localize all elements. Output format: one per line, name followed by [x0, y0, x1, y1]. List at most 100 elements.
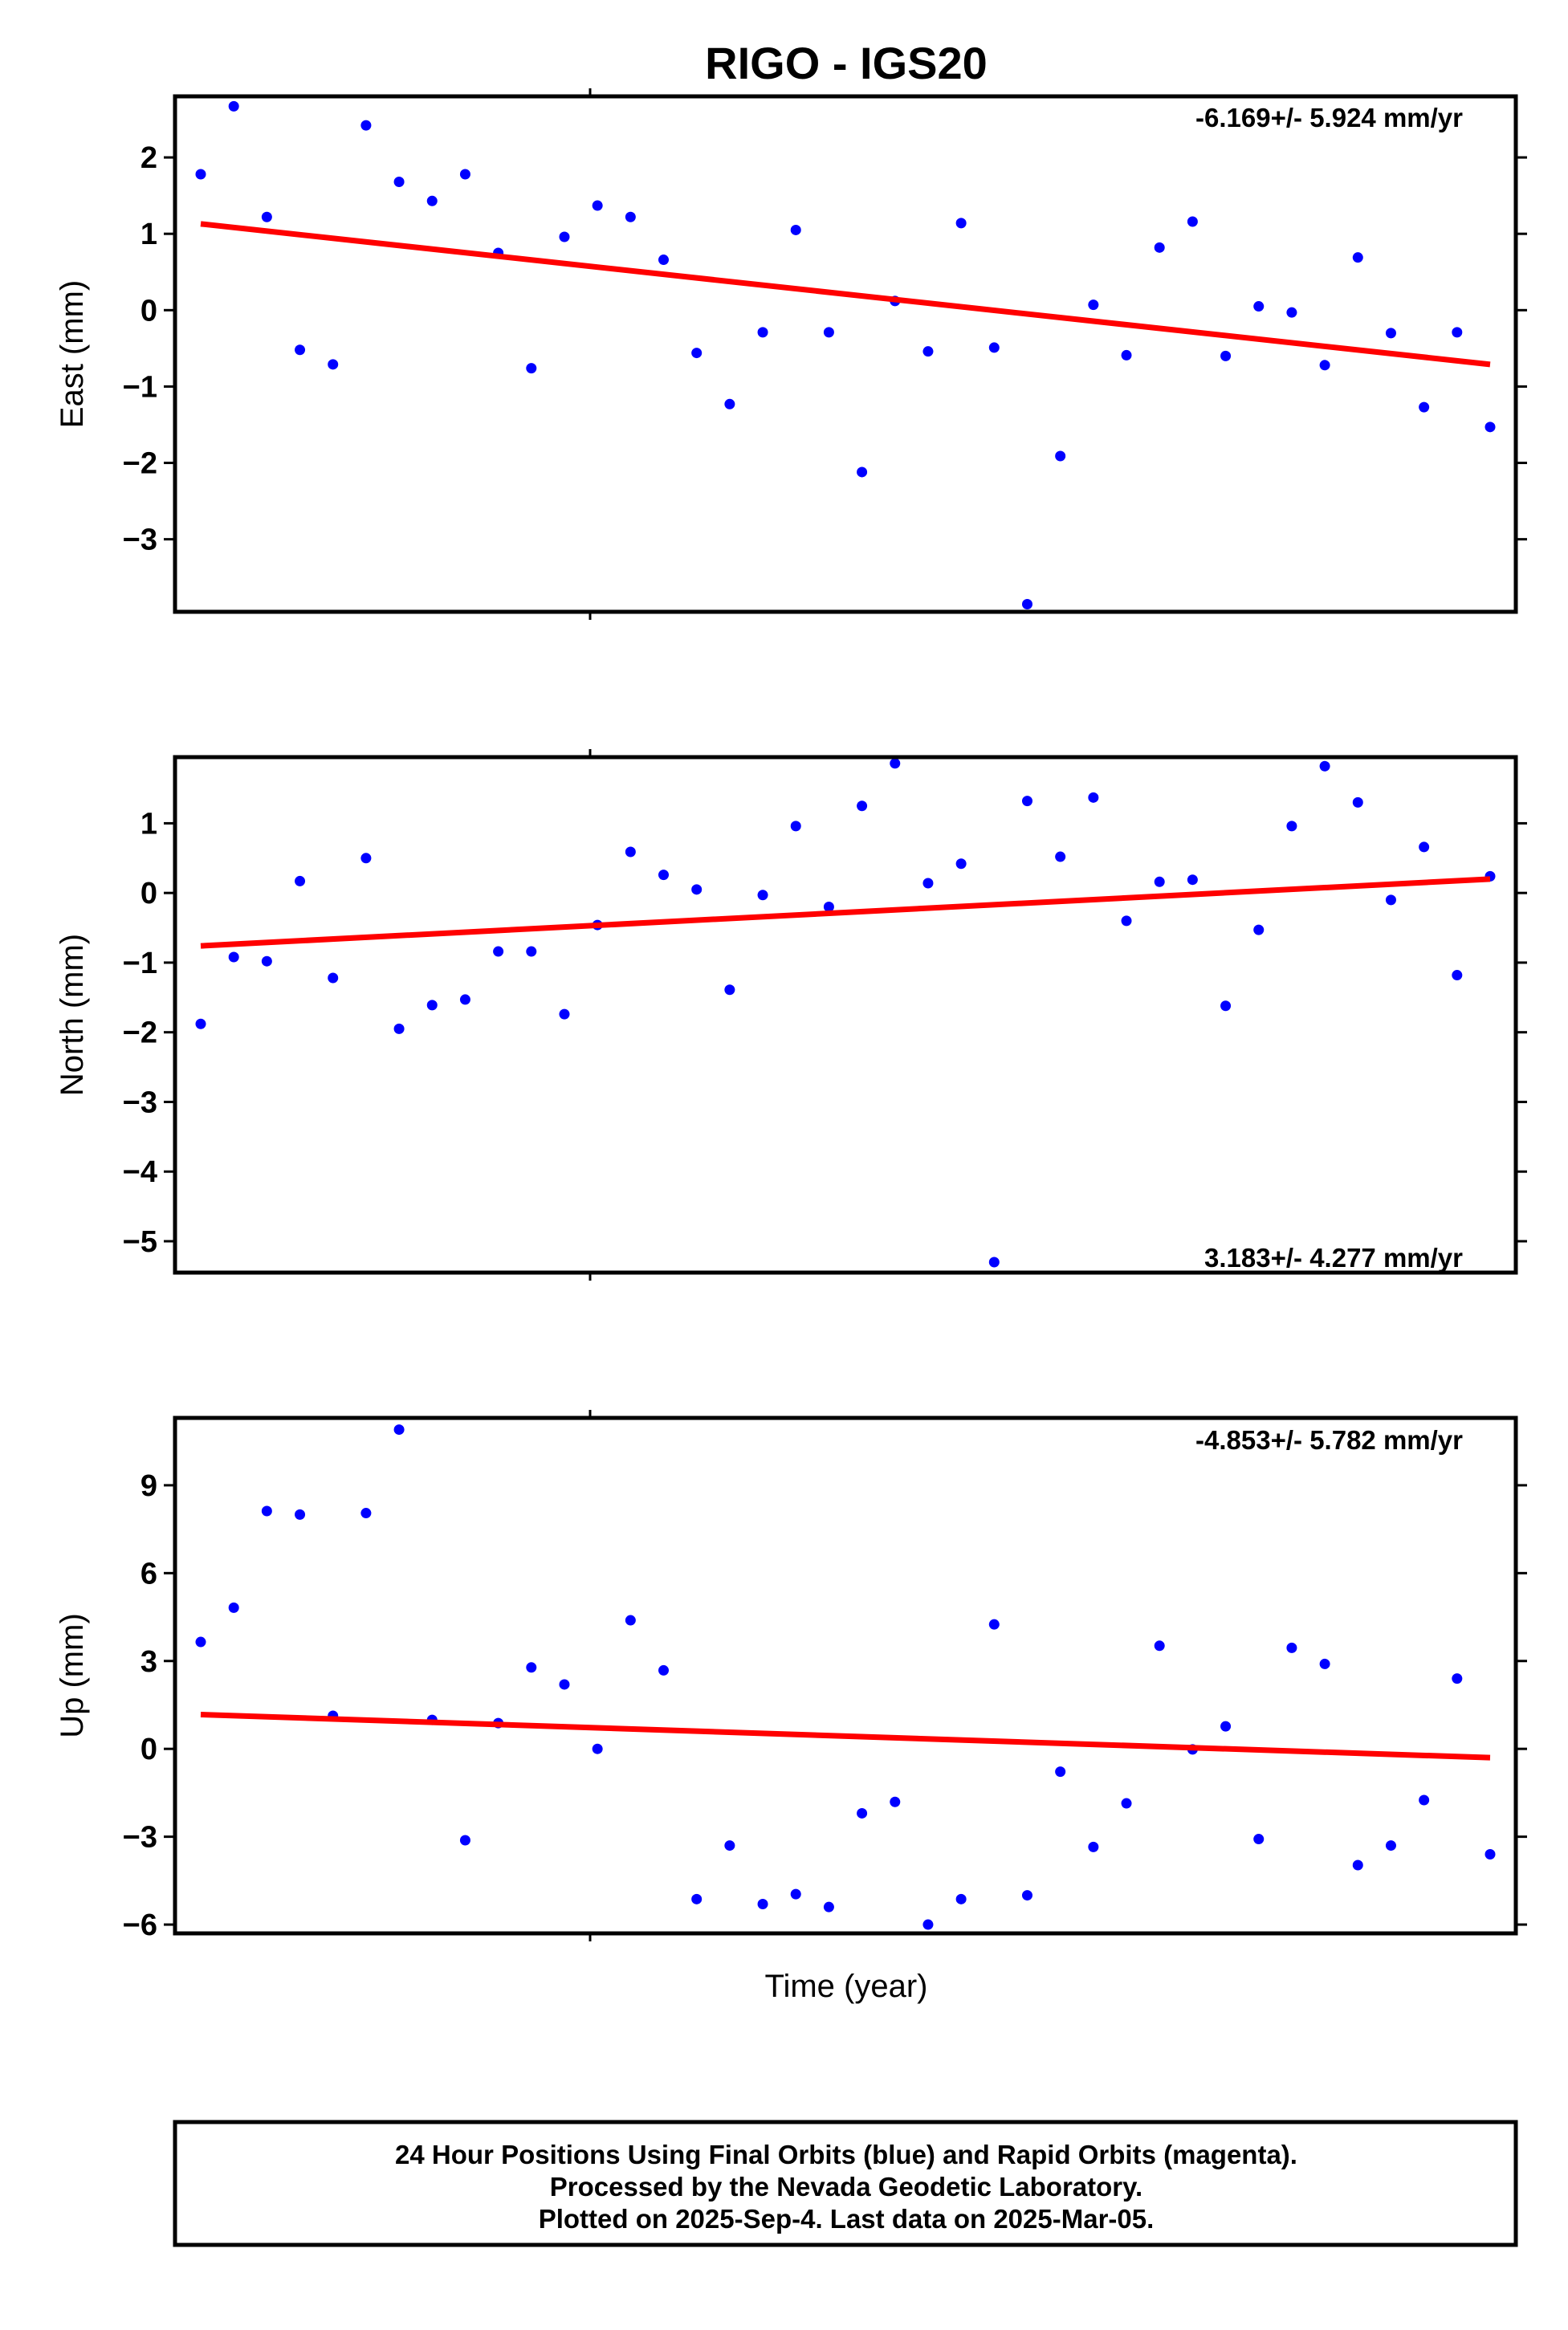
- north-data-point: [459, 994, 470, 1005]
- up-data-point: [526, 1662, 537, 1673]
- east-data-point: [328, 359, 339, 370]
- north-y-tick-label: −4: [123, 1155, 157, 1189]
- east-data-point: [724, 398, 735, 409]
- east-data-point: [1452, 327, 1463, 338]
- north-data-point: [823, 902, 834, 913]
- east-axis-label: East (mm): [55, 280, 90, 428]
- north-data-point: [1055, 851, 1066, 862]
- north-data-point: [328, 972, 339, 984]
- up-data-point: [1220, 1721, 1232, 1732]
- east-data-point: [1485, 422, 1496, 433]
- east-data-point: [1385, 328, 1396, 339]
- north-y-tick-label: 1: [141, 807, 157, 841]
- north-data-point: [1352, 796, 1363, 808]
- north-data-point: [724, 984, 735, 996]
- north-data-point: [691, 884, 703, 895]
- up-data-point: [857, 1807, 868, 1819]
- up-data-point: [1385, 1840, 1396, 1851]
- up-data-point: [658, 1664, 670, 1676]
- east-y-ticks: 2 1 0 −1 −2 −3: [123, 88, 1527, 620]
- east-trend-line: [200, 221, 1491, 368]
- north-data-point: [1286, 821, 1297, 832]
- north-data-points: [195, 758, 1496, 1268]
- up-data-point: [890, 1796, 901, 1807]
- x-axis-label: Time (year): [765, 1969, 928, 2004]
- east-data-point: [1088, 299, 1099, 311]
- east-data-point: [658, 255, 670, 266]
- up-y-tick-label: −3: [123, 1821, 157, 1855]
- north-data-point: [922, 878, 934, 889]
- north-data-point: [1154, 876, 1165, 887]
- north-data-point: [228, 951, 239, 963]
- footer-box: 24 Hour Positions Using Final Orbits (bl…: [173, 2120, 1518, 2247]
- north-data-point: [625, 846, 636, 857]
- east-data-point: [1220, 350, 1232, 361]
- north-rate-label: 3.183+/- 4.277 mm/yr: [1204, 1243, 1463, 1273]
- north-data-point: [1121, 915, 1132, 927]
- north-data-point: [261, 955, 272, 967]
- east-y-tick-label: −2: [123, 447, 157, 481]
- east-y-tick-label: 1: [141, 218, 157, 251]
- up-data-point: [1253, 1834, 1265, 1845]
- north-data-point: [295, 875, 306, 886]
- east-plot-frame: [173, 94, 1518, 614]
- up-data-point: [1485, 1849, 1496, 1860]
- north-data-point: [1021, 796, 1032, 807]
- north-data-point: [955, 858, 967, 870]
- east-y-tick-label: 2: [141, 141, 157, 175]
- north-data-point: [1220, 1000, 1232, 1012]
- north-data-point: [857, 800, 868, 812]
- east-data-point: [857, 466, 868, 478]
- east-data-point: [988, 342, 1000, 353]
- east-data-point: [393, 177, 405, 188]
- up-data-points: [195, 1424, 1496, 1930]
- up-data-point: [295, 1509, 306, 1520]
- east-data-point: [1286, 307, 1297, 318]
- up-axis-label: Up (mm): [55, 1613, 90, 1738]
- up-y-tick-label: 6: [141, 1557, 157, 1591]
- north-data-point: [1187, 874, 1198, 886]
- up-data-point: [1352, 1860, 1363, 1871]
- up-data-point: [261, 1505, 272, 1517]
- north-data-point: [1419, 841, 1430, 853]
- up-y-ticks: 9 6 3 0 −3 −6: [123, 1410, 1527, 1942]
- up-panel: 9 6 3 0 −3 −6 Up (mm) -4.853+/- 5.782 mm/yr: [55, 1410, 1527, 1942]
- east-y-tick-label: −1: [123, 370, 157, 404]
- north-trend-line: [200, 876, 1491, 949]
- east-data-point: [261, 211, 272, 222]
- east-data-point: [922, 346, 934, 357]
- east-data-point: [1021, 598, 1032, 609]
- up-rate-label: -4.853+/- 5.782 mm/yr: [1195, 1425, 1463, 1455]
- east-data-point: [426, 195, 438, 206]
- east-rate-label: -6.169+/- 5.924 mm/yr: [1195, 103, 1463, 132]
- north-data-point: [195, 1018, 206, 1029]
- north-data-point: [493, 946, 504, 957]
- north-data-point: [393, 1023, 405, 1034]
- east-data-point: [625, 211, 636, 222]
- up-data-point: [195, 1636, 206, 1648]
- north-data-point: [1452, 970, 1463, 981]
- north-data-point: [658, 870, 670, 881]
- up-data-point: [922, 1919, 934, 1930]
- up-data-point: [228, 1602, 239, 1613]
- figure-title: RIGO - IGS20: [705, 38, 988, 88]
- east-data-point: [459, 169, 470, 180]
- up-data-point: [1121, 1798, 1132, 1809]
- east-data-point: [295, 344, 306, 356]
- up-y-tick-label: 9: [141, 1469, 157, 1503]
- east-data-point: [691, 348, 703, 359]
- north-y-ticks: 1 0 −1 −2 −3 −4 −5: [123, 749, 1527, 1281]
- up-data-point: [1021, 1890, 1032, 1901]
- footer-frame: [173, 2120, 1518, 2247]
- up-data-point: [459, 1835, 470, 1846]
- north-axis-label: North (mm): [55, 934, 90, 1096]
- east-data-points: [195, 100, 1496, 609]
- north-y-tick-label: −5: [123, 1225, 157, 1259]
- footer-line-2: Processed by the Nevada Geodetic Laborat…: [550, 2172, 1142, 2202]
- up-data-point: [955, 1893, 967, 1904]
- up-data-point: [790, 1888, 801, 1900]
- up-y-tick-label: −6: [123, 1908, 157, 1942]
- up-data-point: [1055, 1766, 1066, 1778]
- north-data-point: [1253, 924, 1265, 935]
